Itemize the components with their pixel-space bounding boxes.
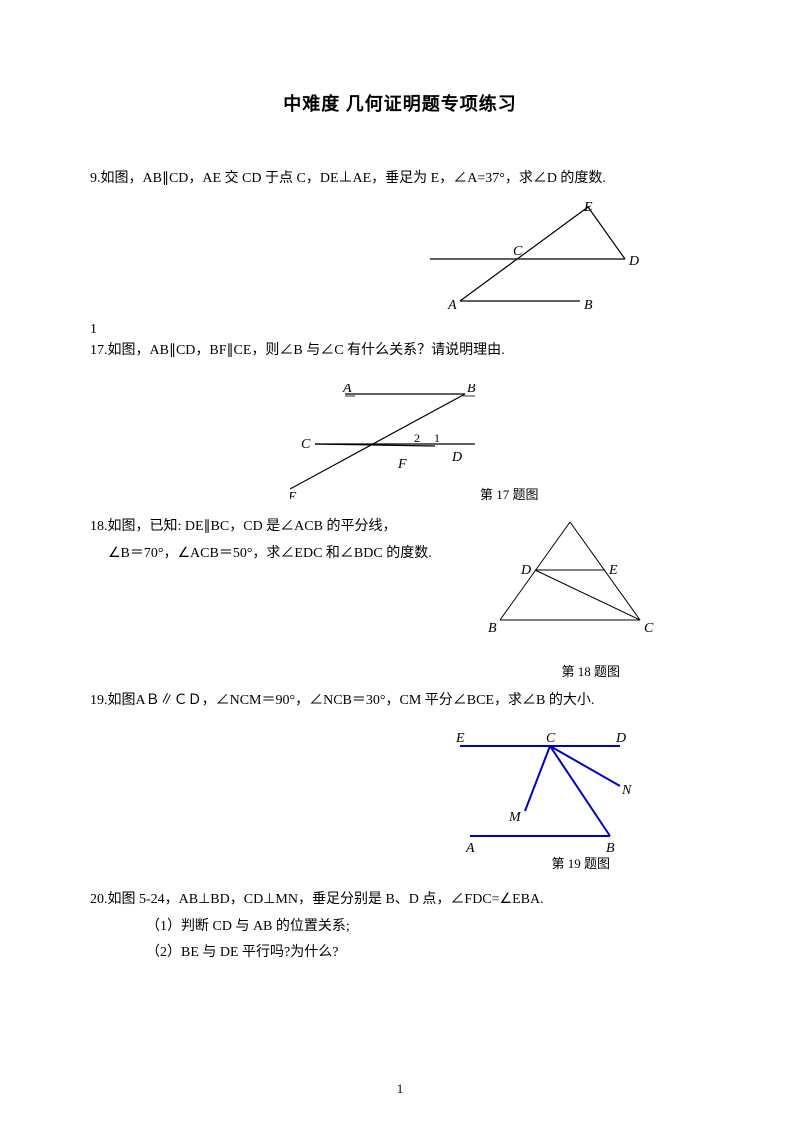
svg-text:A: A [342,384,352,396]
svg-text:B: B [467,384,476,396]
svg-text:E: E [583,201,593,215]
problem-20: 20.如图 5-24，AB⊥BD，CD⊥MN，垂足分别是 B、D 点，∠FDC=… [90,887,710,967]
figure-19-wrap: ECDABMN 第 19 题图 [90,731,710,881]
svg-text:C: C [301,437,311,452]
problem-9: 9.如图，AB∥CD，AE 交 CD 于点 C，DE⊥AE，垂足为 E，∠A=3… [90,166,710,193]
svg-text:E: E [290,490,297,499]
problem-9-text: 9.如图，AB∥CD，AE 交 CD 于点 C，DE⊥AE，垂足为 E，∠A=3… [90,171,606,186]
page-title: 中难度 几何证明题专项练习 [90,90,710,116]
svg-text:N: N [621,783,632,798]
problem-19-text: 19.如图AＢ∥ＣＤ，∠NCM＝90°，∠NCB＝30°，CM 平分∠BCE，求… [90,693,594,708]
svg-text:A: A [465,841,475,856]
svg-text:D: D [615,731,626,746]
figure-17-caption: 第 17 题图 [480,484,539,503]
problem-20-line2: （1）判断 CD 与 AB 的位置关系; [90,914,710,941]
figure-9: A B C D E [430,201,650,316]
problem-17-text: 17.如图，AB∥CD，BF∥CE，则∠B 与∠C 有什么关系？请说明理由. [90,343,505,358]
figure-19: ECDABMN [440,731,650,856]
svg-text:A: A [565,520,575,524]
problem-18: 18.如图，已知: DE∥BC，CD 是∠ACB 的平分线， ∠B＝70°，∠A… [90,514,710,567]
svg-text:E: E [455,731,465,746]
figure-17-wrap: A B C D E F 12 第 17 题图 [90,384,710,514]
loose-marker-1: 1 [90,322,710,338]
figure-19-caption: 第 19 题图 [551,853,610,872]
svg-text:A: A [447,298,457,313]
svg-text:2: 2 [414,431,420,445]
problem-20-line1: 20.如图 5-24，AB⊥BD，CD⊥MN，垂足分别是 B、D 点，∠FDC=… [90,887,710,914]
svg-text:C: C [513,244,523,259]
figure-17: A B C D E F 12 [290,384,500,499]
figure-9-wrap: A B C D E [90,201,710,316]
figure-18-caption: 第 18 题图 [561,661,620,680]
problem-20-line3: （2）BE 与 DE 平行吗?为什么? [90,940,710,967]
problem-19: 19.如图AＢ∥ＣＤ，∠NCM＝90°，∠NCB＝30°，CM 平分∠BCE，求… [90,688,710,715]
page-number: 1 [0,1081,800,1097]
svg-text:1: 1 [434,431,440,445]
svg-text:M: M [508,810,522,825]
svg-text:B: B [584,298,593,313]
figure-18-spacer: 第 18 题图 [90,575,710,680]
svg-text:C: C [546,731,556,746]
problem-17: 17.如图，AB∥CD，BF∥CE，则∠B 与∠C 有什么关系？请说明理由. [90,338,710,365]
svg-text:F: F [397,457,407,472]
svg-text:D: D [451,450,462,465]
svg-text:D: D [628,254,639,269]
